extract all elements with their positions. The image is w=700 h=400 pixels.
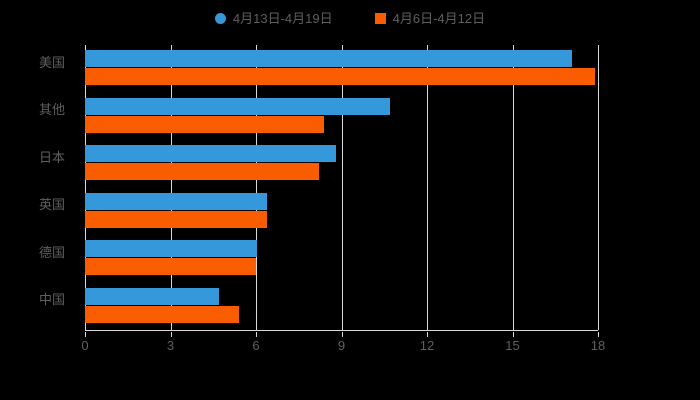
x-tick-label: 3 bbox=[166, 338, 175, 353]
gridline bbox=[427, 45, 428, 330]
gridline bbox=[512, 45, 514, 330]
bar-group bbox=[85, 45, 598, 93]
gridline bbox=[85, 45, 86, 330]
bar-series-1[interactable] bbox=[85, 287, 219, 305]
bar-series-2[interactable] bbox=[85, 115, 325, 133]
x-tick-label: 9 bbox=[337, 338, 346, 353]
bar-series-2[interactable] bbox=[85, 258, 256, 275]
x-tick-label: 18 bbox=[590, 338, 606, 353]
y-axis-label-3: 日本 bbox=[38, 149, 65, 165]
x-tick-label: 6 bbox=[252, 338, 260, 353]
bar-series-1[interactable] bbox=[85, 50, 573, 67]
y-axis-label-5: 德国 bbox=[38, 244, 65, 260]
bar-series-2[interactable] bbox=[85, 163, 319, 180]
bar-group bbox=[85, 235, 598, 283]
legend-label-series-2: 4月6日-4月12日 bbox=[392, 10, 486, 26]
y-axis-label-4: 英国 bbox=[38, 197, 65, 213]
legend-item-series-1[interactable]: 4月13日-4月19日 bbox=[214, 10, 333, 26]
legend-item-series-2[interactable]: 4月6日-4月12日 bbox=[374, 10, 486, 26]
x-axis-tick-labels: 0 3 6 9 12 15 18 bbox=[81, 332, 605, 356]
bar-series-2[interactable] bbox=[85, 68, 596, 85]
x-tick-mark bbox=[512, 332, 514, 337]
gridline bbox=[598, 45, 599, 330]
bar-series-1[interactable] bbox=[85, 240, 258, 257]
bar-group bbox=[85, 188, 598, 236]
circle-marker-icon bbox=[214, 12, 226, 24]
gridline bbox=[341, 45, 343, 330]
x-tick-label: 15 bbox=[505, 338, 520, 353]
y-axis-label-2: 其他 bbox=[38, 102, 65, 118]
x-tick-mark bbox=[427, 332, 428, 337]
chart-legend: 4月13日-4月19日 4月6日-4月12日 bbox=[0, 4, 700, 32]
bar-series-2[interactable] bbox=[85, 210, 268, 228]
bar-group bbox=[85, 93, 598, 141]
square-marker-icon bbox=[374, 12, 386, 24]
x-tick-mark bbox=[85, 332, 86, 337]
y-axis-label-6: 中国 bbox=[38, 292, 65, 308]
bar-series-1[interactable] bbox=[85, 192, 268, 210]
x-tick-mark bbox=[256, 332, 257, 337]
y-axis-label-1: 美国 bbox=[38, 54, 65, 70]
y-axis-category-labels: 美国其他日本英国德国中国 bbox=[0, 45, 75, 330]
bar-series-1[interactable] bbox=[85, 97, 390, 115]
x-tick-label: 0 bbox=[81, 338, 89, 353]
gridline bbox=[170, 45, 172, 330]
x-tick-mark bbox=[341, 332, 343, 337]
x-axis-line bbox=[85, 330, 598, 331]
bar-group bbox=[85, 283, 598, 331]
bar-group bbox=[85, 140, 598, 188]
gridline bbox=[256, 45, 257, 330]
x-tick-mark bbox=[170, 332, 172, 337]
x-tick-mark bbox=[598, 332, 599, 337]
bar-series-1[interactable] bbox=[85, 145, 336, 162]
legend-label-series-1: 4月13日-4月19日 bbox=[232, 10, 333, 26]
x-tick-label: 12 bbox=[419, 338, 435, 353]
plot-area bbox=[85, 45, 599, 331]
bar-series-2[interactable] bbox=[85, 305, 239, 323]
